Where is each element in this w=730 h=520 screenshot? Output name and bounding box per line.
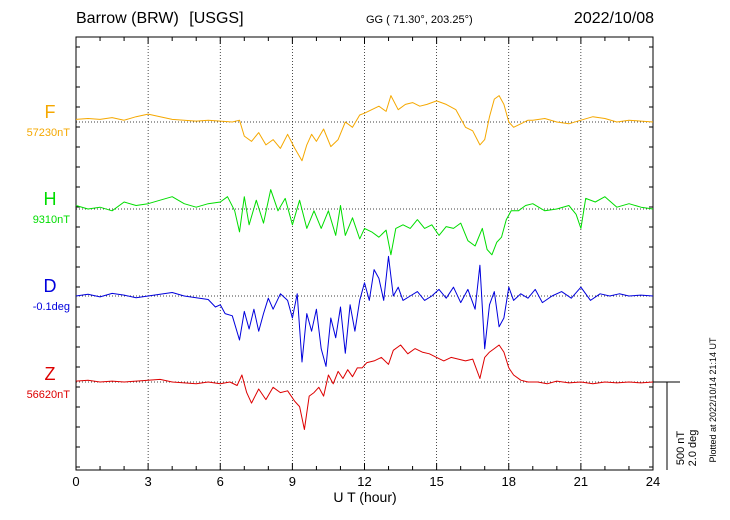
series-line-d bbox=[75, 255, 654, 367]
x-tick-label: 0 bbox=[72, 474, 79, 489]
series-name-h: H bbox=[44, 189, 57, 209]
series-baseline-h: 9310nT bbox=[33, 214, 71, 226]
x-tick-label: 6 bbox=[217, 474, 224, 489]
series-line-f bbox=[75, 95, 654, 162]
plotted-timestamp: Plotted at 2022/10/14 21:14 UT bbox=[708, 337, 718, 463]
series-lines bbox=[75, 95, 654, 430]
series-name-d: D bbox=[44, 276, 57, 296]
observation-date: 2022/10/08 bbox=[573, 10, 654, 27]
series-line-z bbox=[75, 344, 654, 430]
x-tick-label: 12 bbox=[357, 474, 371, 489]
x-tick-labels: 0 3 6 9 12 15 18 21 24 bbox=[72, 474, 660, 489]
series-labels: F 57230nT H 9310nT D -0.1deg Z 56620nT bbox=[27, 102, 71, 401]
series-baseline-z: 56620nT bbox=[27, 389, 71, 401]
series-baseline-d: -0.1deg bbox=[33, 301, 70, 313]
x-tick-label: 24 bbox=[646, 474, 660, 489]
axis-ticks bbox=[75, 37, 654, 470]
series-name-z: Z bbox=[45, 364, 56, 384]
scale-bar-field: 500 nT bbox=[675, 431, 687, 466]
scale-bar-angle: 2.0 deg bbox=[687, 430, 699, 467]
station-title: Barrow (BRW) [USGS] bbox=[76, 10, 244, 28]
x-axis-label: U T (hour) bbox=[333, 489, 396, 505]
station-name: Barrow (BRW) bbox=[76, 10, 179, 27]
x-tick-label: 9 bbox=[289, 474, 296, 489]
geographic-coordinates: GG ( 71.30°, 203.25°) bbox=[366, 14, 473, 26]
x-tick-label: 3 bbox=[145, 474, 152, 489]
grid-lines bbox=[147, 37, 582, 470]
series-baseline-f: 57230nT bbox=[27, 127, 71, 139]
series-name-f: F bbox=[45, 102, 56, 122]
x-tick-label: 21 bbox=[574, 474, 588, 489]
x-tick-label: 18 bbox=[502, 474, 516, 489]
x-tick-label: 15 bbox=[429, 474, 443, 489]
scale-bar: 500 nT 2.0 deg bbox=[653, 381, 699, 470]
series-line-h bbox=[75, 189, 654, 256]
data-source: [USGS] bbox=[189, 10, 244, 27]
